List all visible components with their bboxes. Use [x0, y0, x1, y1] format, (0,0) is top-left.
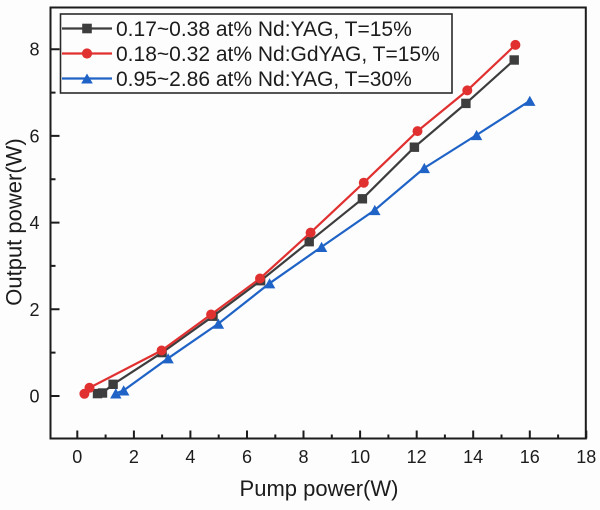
svg-text:0.18~0.32 at% Nd:GdYAG, T=15%: 0.18~0.32 at% Nd:GdYAG, T=15% [116, 43, 440, 66]
svg-text:4: 4 [185, 447, 195, 467]
svg-text:Output power(W): Output power(W) [2, 138, 27, 306]
svg-text:6: 6 [29, 126, 39, 146]
svg-text:12: 12 [407, 447, 427, 467]
svg-text:0.17~0.38 at% Nd:YAG, T=15%: 0.17~0.38 at% Nd:YAG, T=15% [116, 18, 412, 41]
svg-text:0: 0 [29, 387, 39, 407]
svg-text:2: 2 [29, 300, 39, 320]
svg-text:16: 16 [520, 447, 540, 467]
svg-text:0.95~2.86 at% Nd:YAG, T=30%: 0.95~2.86 at% Nd:YAG, T=30% [116, 68, 412, 91]
svg-text:14: 14 [463, 447, 483, 467]
svg-text:8: 8 [298, 447, 308, 467]
svg-text:Pump power(W): Pump power(W) [240, 476, 399, 501]
svg-text:18: 18 [576, 447, 596, 467]
svg-text:4: 4 [29, 213, 39, 233]
svg-text:6: 6 [242, 447, 252, 467]
svg-text:8: 8 [29, 40, 39, 60]
svg-text:0: 0 [72, 447, 82, 467]
svg-text:10: 10 [350, 447, 370, 467]
svg-text:2: 2 [129, 447, 139, 467]
